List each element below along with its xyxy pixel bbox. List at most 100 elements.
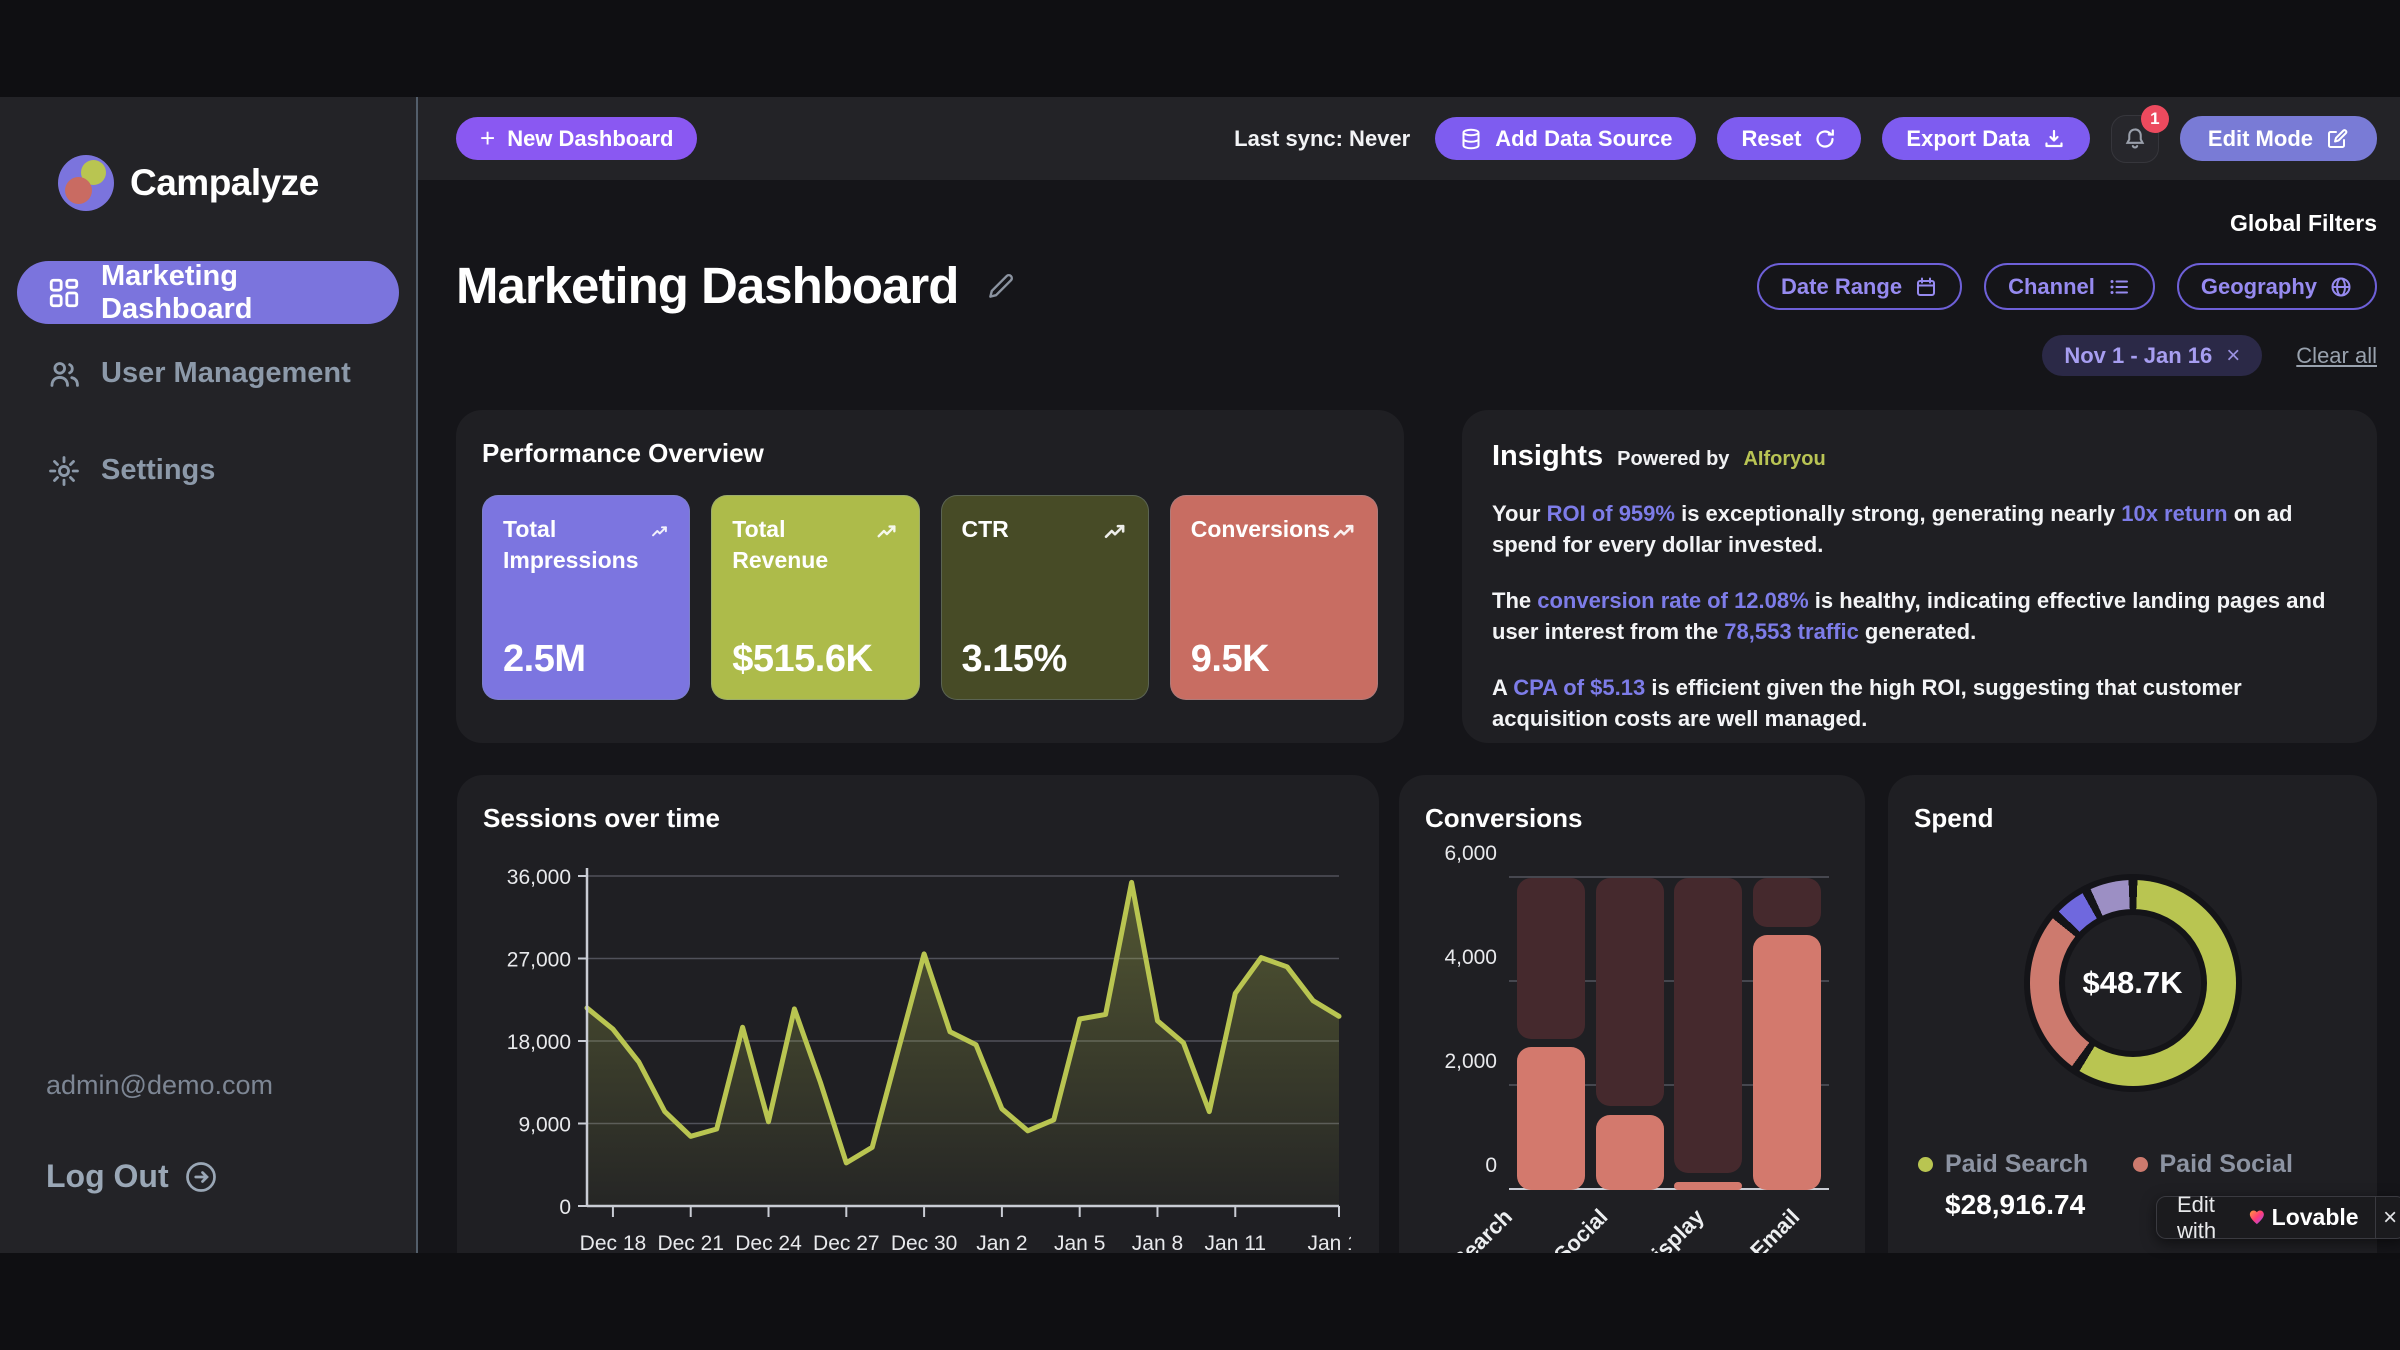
- pencil-icon[interactable]: [984, 269, 1018, 303]
- bar-value: [1752, 935, 1821, 1190]
- bar-value: [1595, 1114, 1664, 1190]
- donut-ring: $48.7K: [2029, 880, 2236, 1086]
- x-axis-label: Display: [1635, 1204, 1709, 1253]
- trend-up-icon: [651, 526, 667, 537]
- page-content: Marketing Dashboard Global Filters Date …: [418, 180, 2400, 1253]
- legend-item-paid-search[interactable]: Paid Search $28,916.74: [1918, 1150, 2133, 1221]
- sidebar-item-marketing-dashboard[interactable]: Marketing Dashboard: [17, 259, 399, 325]
- svg-text:0: 0: [559, 1196, 571, 1219]
- download-icon: [2045, 129, 2063, 147]
- edit-mode-button[interactable]: Edit Mode: [2179, 116, 2377, 161]
- sidebar-item-user-management[interactable]: User Management: [17, 342, 399, 405]
- campalyze-logo-icon: [58, 155, 114, 211]
- insight-highlight: ROI of 959%: [1546, 501, 1675, 526]
- add-data-source-button[interactable]: Add Data Source: [1435, 117, 1697, 160]
- insights-header: Insights Powered by AIforyou: [1492, 440, 2347, 473]
- sessions-line-chart[interactable]: 0 9,000 18,000 27,000 36,000 Dec 18 Dec 21 Dec …: [483, 848, 1351, 1253]
- lovable-prefix: Edit with: [2177, 1191, 2217, 1243]
- trend-up-icon: [877, 525, 896, 538]
- svg-text:Jan 2: Jan 2: [976, 1232, 1027, 1253]
- logout-label: Log Out: [46, 1158, 169, 1194]
- insight-highlight: 78,553 traffic: [1724, 619, 1859, 644]
- dashboard-grid-icon: [49, 278, 79, 307]
- geography-label: Geography: [2200, 273, 2317, 299]
- insights-paragraphs: Your ROI of 959% is exceptionally strong…: [1492, 498, 2347, 734]
- donut-hole: $48.7K: [2058, 909, 2207, 1057]
- kpi-value: 9.5K: [1190, 638, 1270, 680]
- export-data-button[interactable]: Export Data: [1882, 117, 2090, 160]
- new-dashboard-label: New Dashboard: [507, 125, 674, 151]
- page-title: Marketing Dashboard: [456, 257, 959, 314]
- users-icon: [50, 361, 79, 387]
- svg-text:Dec 18: Dec 18: [580, 1232, 647, 1253]
- date-range-chip[interactable]: Nov 1 - Jan 16 ×: [2042, 335, 2263, 376]
- brand-name: Campalyze: [130, 162, 319, 203]
- clear-all-link[interactable]: Clear all: [2296, 342, 2377, 368]
- svg-text:Dec 24: Dec 24: [735, 1232, 802, 1253]
- bar-column-search[interactable]: [1517, 878, 1585, 1190]
- reset-icon: [1816, 128, 1835, 148]
- sidebar-item-label: User Management: [101, 357, 351, 389]
- kpi-label: Total Impressions: [503, 516, 639, 573]
- logout-button[interactable]: Log Out: [46, 1158, 219, 1195]
- chip-close-icon[interactable]: ×: [2226, 341, 2241, 369]
- page-title-row: Marketing Dashboard: [456, 256, 1018, 315]
- legend-item-paid-social[interactable]: Paid Social: [2132, 1150, 2348, 1221]
- legend-dot: [2132, 1157, 2148, 1172]
- kpi-conversions[interactable]: Conversions 9.5K: [1169, 495, 1378, 700]
- y-axis-label: 6,000: [1444, 842, 1497, 865]
- last-sync-status: Last sync: Never: [1234, 125, 1411, 151]
- kpi-label: CTR: [961, 516, 1009, 542]
- main-column: + New Dashboard Last sync: Never Add Dat…: [418, 97, 2400, 1253]
- divider: [2374, 1197, 2376, 1238]
- geography-filter-button[interactable]: Geography: [2176, 263, 2377, 310]
- bar-column-social[interactable]: [1595, 878, 1664, 1190]
- legend-label: Paid Search: [1945, 1150, 2089, 1178]
- insight-paragraph: The conversion rate of 12.08% is healthy…: [1492, 588, 2326, 644]
- kpi-total-impressions[interactable]: Total Impressions 2.5M: [482, 495, 691, 700]
- brand-logo-row: Campalyze: [58, 155, 416, 211]
- date-range-chip-label: Nov 1 - Jan 16: [2064, 342, 2213, 368]
- app-window: Campalyze Marketing Dashboard User Manag…: [0, 97, 2400, 1253]
- svg-text:27,000: 27,000: [507, 949, 571, 972]
- svg-text:Jan 5: Jan 5: [1054, 1232, 1105, 1253]
- new-dashboard-button[interactable]: + New Dashboard: [456, 117, 698, 160]
- channel-label: Channel: [2008, 273, 2095, 299]
- bar-value: [1674, 1181, 1743, 1190]
- svg-text:Dec 30: Dec 30: [891, 1232, 958, 1253]
- conversions-bar-chart[interactable]: 0 2,000 4,000 6,000: [1444, 842, 1829, 1190]
- x-axis-label: Search: [1447, 1204, 1517, 1253]
- lovable-close-icon[interactable]: ×: [2383, 1203, 2398, 1231]
- kpi-value: 2.5M: [503, 638, 586, 680]
- user-email: admin@demo.com: [46, 1070, 273, 1100]
- conversions-chart-card: Conversions 0 2,000 4,000 6,000 Search Socia…: [1399, 775, 1865, 1253]
- sidebar-item-label: Marketing Dashboard: [101, 259, 253, 325]
- spend-donut-chart[interactable]: $48.7K: [2023, 874, 2242, 1092]
- export-data-label: Export Data: [1906, 125, 2030, 151]
- bar-column-email[interactable]: [1752, 878, 1821, 1190]
- bar-column-display[interactable]: [1674, 878, 1743, 1190]
- ai-brand-name: AIforyou: [1743, 448, 1826, 470]
- bar-track: [1674, 878, 1743, 1174]
- kpi-value: $515.6K: [732, 638, 873, 680]
- edit-with-lovable-badge[interactable]: Edit with Lovable ×: [2156, 1192, 2400, 1243]
- y-axis-label: 0: [1485, 1154, 1497, 1177]
- donut-center-value: $48.7K: [2082, 965, 2183, 1000]
- svg-text:Jan 11: Jan 11: [1205, 1232, 1267, 1253]
- logout-arrow-icon: [185, 1161, 216, 1192]
- date-range-filter-button[interactable]: Date Range: [1757, 263, 1963, 310]
- x-axis-label: Social: [1549, 1204, 1613, 1253]
- channel-filter-button[interactable]: Channel: [1984, 263, 2155, 310]
- logo-dot-red: [65, 177, 92, 204]
- trend-up-icon: [1333, 524, 1354, 538]
- add-data-source-label: Add Data Source: [1495, 125, 1673, 151]
- reset-button[interactable]: Reset: [1717, 117, 1862, 160]
- svg-text:18,000: 18,000: [507, 1031, 571, 1054]
- sidebar-item-label: Settings: [101, 454, 216, 486]
- kpi-ctr[interactable]: CTR 3.15%: [940, 495, 1149, 700]
- sidebar-item-settings[interactable]: Settings: [17, 439, 399, 502]
- kpi-total-revenue[interactable]: Total Revenue $515.6K: [711, 495, 920, 700]
- global-filters-label: Global Filters: [2230, 210, 2377, 236]
- kpi-label: Total Revenue: [732, 516, 829, 573]
- svg-text:Dec 21: Dec 21: [657, 1232, 724, 1253]
